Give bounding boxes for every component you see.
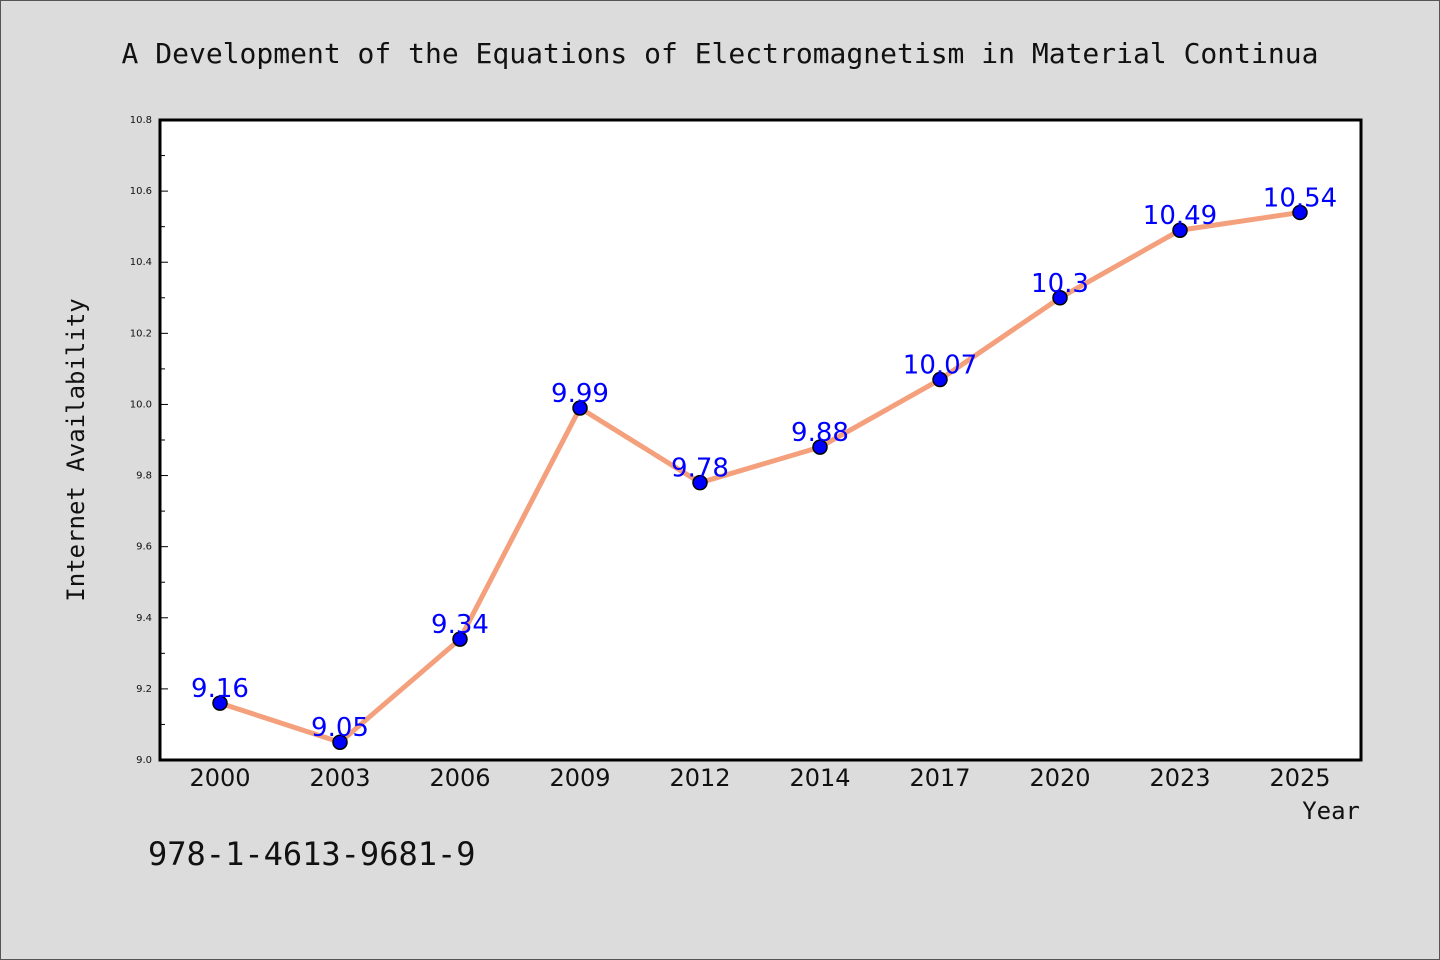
data-label: 9.88: [791, 418, 849, 448]
data-point: [572, 400, 588, 416]
y-axis: 9.0 9.2 9.4 9.6 9.8 10.0 10.2 10.4 10.6 10.8: [130, 115, 168, 766]
data-label: 9.99: [551, 379, 609, 409]
data-point: [1172, 222, 1188, 238]
data-point: [1292, 204, 1308, 221]
y-tick-label: 10.8: [130, 115, 152, 126]
x-axis-label: Year: [1302, 797, 1360, 825]
y-tick-label: 9.0: [136, 755, 152, 766]
x-tick-label: 2017: [909, 764, 970, 792]
x-tick-label: 2014: [789, 764, 850, 792]
x-tick-label: 2020: [1029, 764, 1090, 792]
y-tick-label: 9.4: [136, 613, 152, 624]
y-axis-label: Internet Availability: [62, 298, 90, 601]
y-tick-label: 10.2: [130, 328, 152, 339]
y-tick-label: 9.8: [136, 471, 152, 482]
x-axis: 2000 2003 2006 2009 2012 2014 2017 2020 2023 2025: [189, 764, 1330, 792]
x-tick-label: 2006: [429, 764, 490, 792]
y-tick-label: 9.2: [136, 684, 152, 695]
y-tick-label: 10.6: [130, 186, 152, 197]
x-tick-label: 2000: [189, 764, 250, 792]
data-label: 10.54: [1263, 183, 1337, 213]
y-tick-label: 10.4: [130, 257, 152, 268]
data-label: 9.34: [431, 610, 489, 640]
data-label: 9.05: [311, 713, 369, 743]
y-tick-label: 9.6: [136, 542, 152, 553]
data-point: [212, 695, 228, 711]
y-tick-label: 10.0: [130, 399, 152, 410]
data-label: 10.07: [903, 351, 977, 381]
data-point: [452, 631, 468, 647]
data-point: [932, 371, 948, 388]
data-point: [812, 439, 828, 455]
plot-area: [158, 118, 1363, 762]
data-label: 9.78: [671, 454, 729, 484]
isbn-text: 978-1-4613-9681-9: [148, 835, 476, 873]
x-tick-label: 2003: [309, 764, 370, 792]
data-label: 9.16: [191, 674, 249, 704]
data-point: [332, 734, 348, 750]
series-line: [217, 209, 1303, 745]
x-tick-label: 2012: [669, 764, 730, 792]
data-label: 10.49: [1143, 201, 1217, 231]
data-label: 10.3: [1031, 269, 1089, 299]
data-point: [1052, 290, 1068, 306]
x-tick-label: 2025: [1269, 764, 1330, 792]
chart-title: A Development of the Equations of Electr…: [122, 37, 1319, 70]
series-layer: 9.16 9.05 9.34 9.99 9.78 9.88 10.07 10.3 10.49 10…: [191, 183, 1337, 750]
x-tick-label: 2009: [549, 764, 610, 792]
data-point: [692, 474, 708, 491]
x-tick-label: 2023: [1149, 764, 1210, 792]
